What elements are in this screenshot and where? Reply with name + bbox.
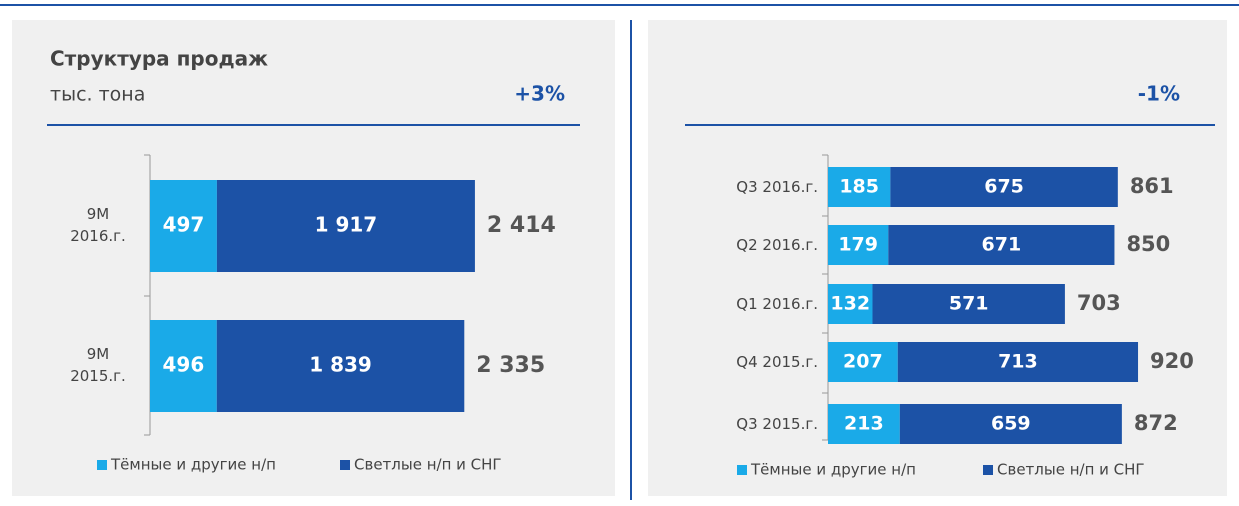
total-label: 703	[1077, 291, 1121, 315]
bar-segment	[216, 180, 475, 272]
value-label: 1 839	[309, 353, 372, 377]
legend-swatch	[983, 465, 993, 475]
total-label: 920	[1150, 349, 1194, 373]
bar-segment	[150, 320, 217, 412]
total-label: 2 414	[487, 213, 556, 238]
bar-segment	[828, 404, 900, 444]
legend-swatch	[340, 460, 350, 470]
value-label: 497	[163, 213, 205, 237]
change-label: -1%	[1138, 82, 1180, 106]
category-label: Q4 2015.г.	[736, 353, 818, 371]
value-label: 213	[844, 413, 884, 435]
value-label: 675	[984, 176, 1024, 198]
bar-segment	[828, 225, 889, 265]
legend-swatch	[737, 465, 747, 475]
bar-segment	[899, 404, 1122, 444]
category-label: 9M 2015.г.	[70, 345, 126, 385]
value-label: 185	[839, 176, 879, 198]
category-label: Q3 2015.г.	[736, 415, 818, 433]
value-label: 179	[838, 234, 878, 256]
total-label: 861	[1130, 174, 1174, 198]
total-label: 2 335	[476, 353, 545, 378]
bar-segment	[828, 167, 891, 207]
category-label: Q3 2016.г.	[736, 178, 818, 196]
change-label: +3%	[514, 82, 565, 106]
value-label: 496	[163, 353, 205, 377]
chart-title: Структура продаж	[50, 47, 268, 71]
bar-segment	[897, 342, 1139, 382]
bar-segment	[828, 342, 898, 382]
legend-label: Тёмные и другие н/п	[110, 456, 276, 474]
bar-segment	[888, 225, 1115, 265]
value-label: 207	[843, 351, 883, 373]
bar-segment	[872, 284, 1065, 324]
legend-label: Светлые н/п и СНГ	[997, 461, 1145, 479]
value-label: 713	[998, 351, 1038, 373]
value-label: 1 917	[315, 213, 378, 237]
bar-segment	[890, 167, 1118, 207]
bar-segment	[150, 180, 217, 272]
value-label: 571	[949, 293, 989, 315]
legend-label: Светлые н/п и СНГ	[354, 456, 502, 474]
bar-segment	[828, 284, 873, 324]
legend-label: Тёмные и другие н/п	[750, 461, 916, 479]
total-label: 850	[1126, 232, 1170, 256]
legend-swatch	[97, 460, 107, 470]
bar-segment	[216, 320, 465, 412]
value-label: 659	[991, 413, 1031, 435]
total-label: 872	[1134, 411, 1178, 435]
value-label: 132	[830, 293, 870, 315]
category-label: Q2 2016.г.	[736, 236, 818, 254]
value-label: 671	[982, 234, 1022, 256]
chart-subtitle: тыс. тона	[50, 84, 145, 106]
category-label: Q1 2016.г.	[736, 295, 818, 313]
category-label: 9M 2016.г.	[70, 205, 126, 245]
